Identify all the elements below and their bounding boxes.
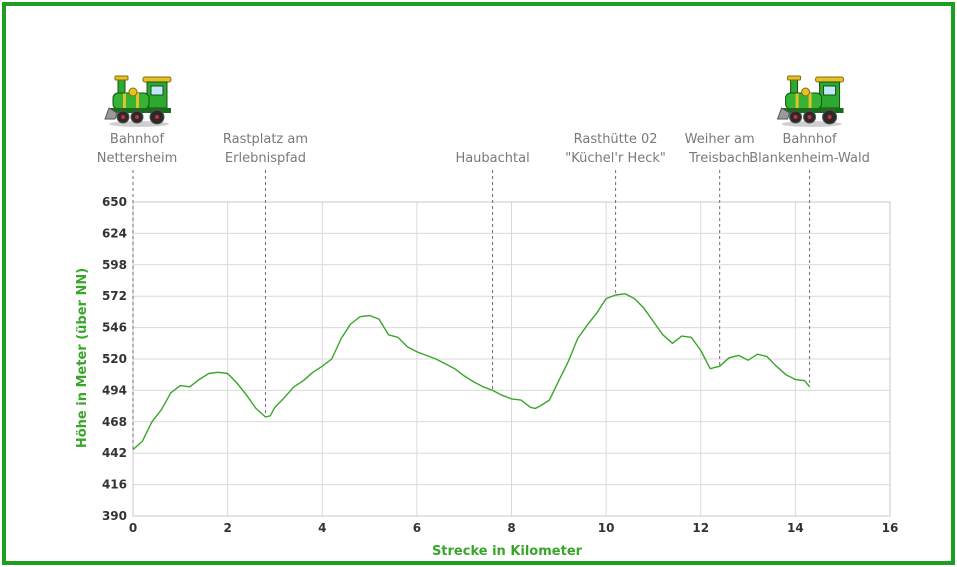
locomotive-icon [776, 75, 845, 127]
x-tick-label: 16 [882, 521, 899, 535]
x-tick-label: 2 [223, 521, 231, 535]
locomotive-icon [104, 75, 172, 127]
y-tick-label: 624 [102, 226, 127, 240]
annotation-label: Rastplatz am [223, 132, 308, 147]
annotation-label: Nettersheim [97, 151, 178, 166]
y-tick-label: 546 [102, 321, 127, 335]
annotation: Bahnhof Nettersheim [97, 75, 178, 450]
x-axis-title: Strecke in Kilometer [432, 544, 583, 559]
annotation: Weiher am Treisbach [685, 132, 755, 367]
annotation-label: Bahnhof [782, 132, 837, 147]
y-axis: 390 416 442 468 494 520 546 572 598 624 650 [102, 195, 127, 523]
annotation: Bahnhof Blankenheim-Wald [749, 75, 870, 387]
y-tick-label: 494 [102, 383, 127, 397]
x-axis: 0 2 4 6 8 10 12 14 16 [129, 521, 899, 535]
annotation-label: "Küchel'r Heck" [565, 151, 666, 166]
annotation-label: Erlebnispfad [225, 151, 306, 166]
annotation-label: Treisbach [688, 151, 750, 166]
elevation-line [132, 293, 811, 451]
annotation: Haubachtal [455, 151, 530, 391]
x-tick-label: 10 [598, 521, 615, 535]
y-tick-label: 598 [102, 258, 127, 272]
y-tick-label: 442 [102, 446, 127, 460]
y-tick-label: 468 [102, 415, 127, 429]
x-tick-label: 12 [692, 521, 709, 535]
grid [132, 201, 891, 517]
y-tick-label: 572 [102, 289, 127, 303]
annotation-label: Haubachtal [455, 151, 529, 166]
annotation: Rastplatz am Erlebnispfad [223, 132, 308, 417]
annotation: Rasthütte 02 "Küchel'r Heck" [565, 132, 666, 295]
x-tick-label: 8 [507, 521, 515, 535]
x-tick-label: 6 [413, 521, 421, 535]
y-tick-label: 520 [102, 352, 127, 366]
y-axis-title: Höhe in Meter (über NN) [75, 268, 90, 448]
x-tick-label: 4 [318, 521, 326, 535]
annotation-label: Bahnhof [110, 132, 165, 147]
annotation-label: Blankenheim-Wald [749, 151, 870, 166]
y-tick-label: 390 [102, 509, 127, 523]
x-tick-label: 14 [787, 521, 804, 535]
y-tick-label: 650 [102, 195, 127, 209]
annotations: Bahnhof Nettersheim Rastplatz am Erlebnispf… [97, 75, 870, 450]
annotation-label: Weiher am [685, 132, 755, 147]
annotation-label: Rasthütte 02 [574, 132, 658, 147]
y-tick-label: 416 [102, 478, 127, 492]
x-tick-label: 0 [129, 521, 137, 535]
